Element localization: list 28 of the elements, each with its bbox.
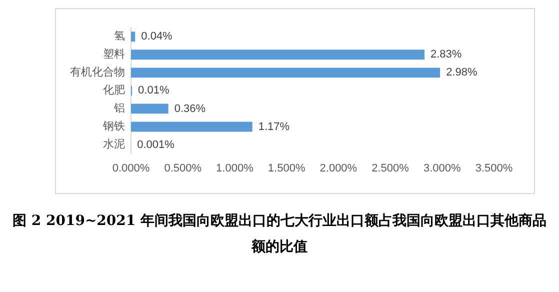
data-label: 0.04% xyxy=(141,30,173,43)
data-label: 0.36% xyxy=(174,102,206,115)
bar xyxy=(131,122,252,132)
data-label: 0.01% xyxy=(138,84,170,97)
bar xyxy=(131,50,425,60)
x-tick-label: 1.000% xyxy=(216,162,254,174)
y-tick-label: 有机化合物 xyxy=(70,66,125,79)
y-tick-label: 化肥 xyxy=(103,84,125,97)
data-label: 2.98% xyxy=(446,66,478,79)
bar xyxy=(131,32,136,42)
x-tick-label: 2.500% xyxy=(372,162,410,174)
bar xyxy=(131,68,440,78)
x-tick-label: 1.500% xyxy=(268,162,306,174)
y-tick-label: 钢铁 xyxy=(102,120,125,133)
x-tick-label: 3.500% xyxy=(475,162,513,174)
x-tick-label: 0.500% xyxy=(164,162,202,174)
data-label: 2.83% xyxy=(430,48,462,61)
x-tick-label: 0.000% xyxy=(112,162,150,174)
data-label: 0.001% xyxy=(137,138,175,151)
y-tick-label: 水泥 xyxy=(103,138,125,151)
y-tick-label: 氢 xyxy=(114,29,125,42)
bar xyxy=(131,104,168,114)
x-tick-label: 3.000% xyxy=(423,162,462,174)
x-tick-label: 2.000% xyxy=(320,162,358,174)
caption: 图 2 2019~2021 年间我国向欧盟出口的七大行业出口额占我国向欧盟出口其他商品额的比值 xyxy=(11,212,548,257)
y-tick-label: 塑料 xyxy=(103,48,125,60)
data-label: 1.17% xyxy=(258,120,290,133)
y-tick-label: 铝 xyxy=(113,102,125,115)
